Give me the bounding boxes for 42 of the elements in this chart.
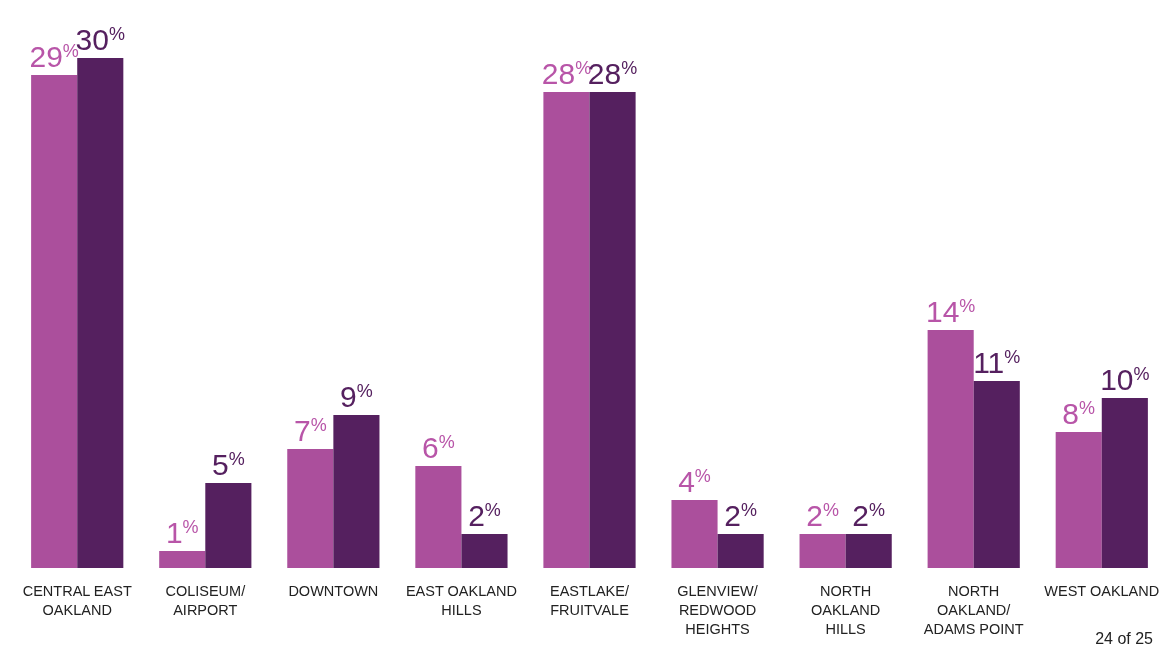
x-tick-label: NORTH OAKLAND/ ADAMS POINT [923, 583, 1024, 637]
x-tick-label: GLENVIEW/ REDWOOD HEIGHTS [677, 583, 759, 637]
bar [845, 534, 892, 568]
data-label: 9$^{%}$ [340, 380, 373, 413]
data-label: 2$^{%}$ [806, 499, 839, 532]
bar [415, 466, 462, 568]
bar [717, 534, 764, 568]
data-label: 2$^{%}$ [468, 499, 501, 532]
x-tick-label: EAST OAKLAND HILLS [405, 583, 517, 618]
data-label: 11$^{%}$ [973, 346, 1021, 379]
bar [159, 551, 206, 568]
bar [333, 415, 380, 568]
bar [77, 58, 124, 568]
data-label: 6$^{%}$ [422, 431, 455, 464]
bar [927, 330, 974, 568]
bar [461, 534, 508, 568]
bar [589, 92, 636, 568]
data-label: 14$^{%}$ [925, 295, 976, 328]
bar [1101, 398, 1148, 568]
x-tick-label: NORTH OAKLAND HILLS [810, 583, 881, 637]
bar [287, 449, 334, 568]
bar [1055, 432, 1102, 568]
data-label: 2$^{%}$ [724, 499, 757, 532]
data-label: 7$^{%}$ [293, 414, 327, 447]
bar [543, 92, 590, 568]
data-label: 4$^{%}$ [678, 465, 711, 498]
bar [799, 534, 846, 568]
data-label: 5$^{%}$ [212, 448, 245, 481]
x-tick-label: EASTLAKE/ FRUITVALE [550, 583, 630, 618]
x-tick-label: COLISEUM/ AIRPORT [165, 583, 247, 618]
x-tick-label: CENTRAL EAST OAKLAND [22, 583, 132, 618]
bar [205, 483, 252, 568]
data-label: 10$^{%}$ [1100, 363, 1150, 396]
data-label: 1$^{%}$ [165, 516, 199, 549]
data-label: 8$^{%}$ [1062, 397, 1096, 430]
data-label: 2$^{%}$ [852, 499, 886, 532]
x-tick-label: WEST OAKLAND [1044, 583, 1160, 599]
text: 24 of 25 [1095, 630, 1154, 647]
bar [973, 381, 1020, 568]
bar [31, 75, 78, 568]
bar [671, 500, 718, 568]
x-tick-label: DOWNTOWN [288, 583, 379, 599]
